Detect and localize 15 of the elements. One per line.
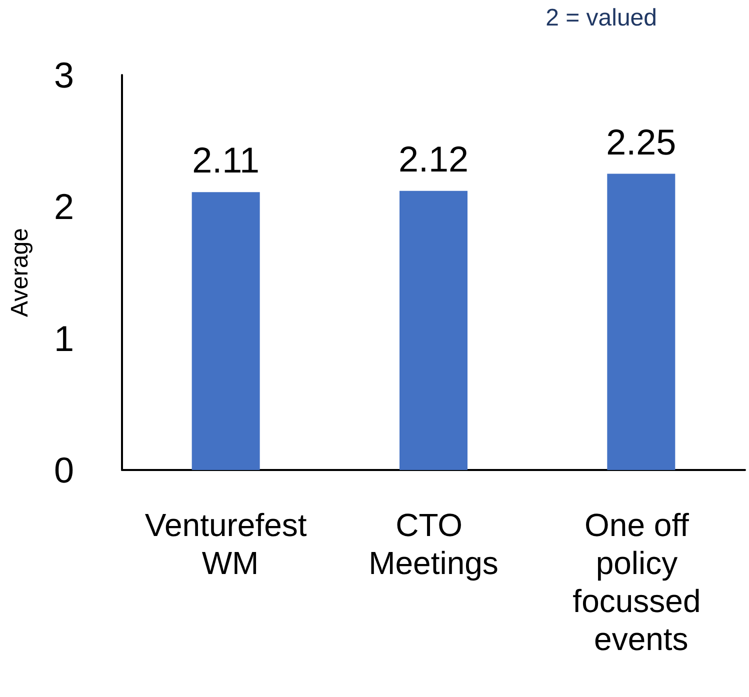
y-axis-title: Average [6,228,34,317]
x-tick-label: Venturefest WM [144,507,307,581]
data-label: 2.25 [606,121,676,162]
y-tick-label: 2 [54,186,74,228]
bar [607,174,676,470]
text: 2 = valued [546,4,657,32]
x-tick-label: CTO Meetings [368,507,498,581]
bar [400,190,468,470]
y-tick-label: 3 [54,54,74,96]
y-tick-label: 1 [54,318,74,359]
data-label: 2.12 [398,138,469,180]
x-tick-label: One off policy focussed events [572,507,710,657]
bar [192,192,260,470]
data-label: 2.11 [192,140,260,181]
y-tick-label: 0 [54,450,74,490]
